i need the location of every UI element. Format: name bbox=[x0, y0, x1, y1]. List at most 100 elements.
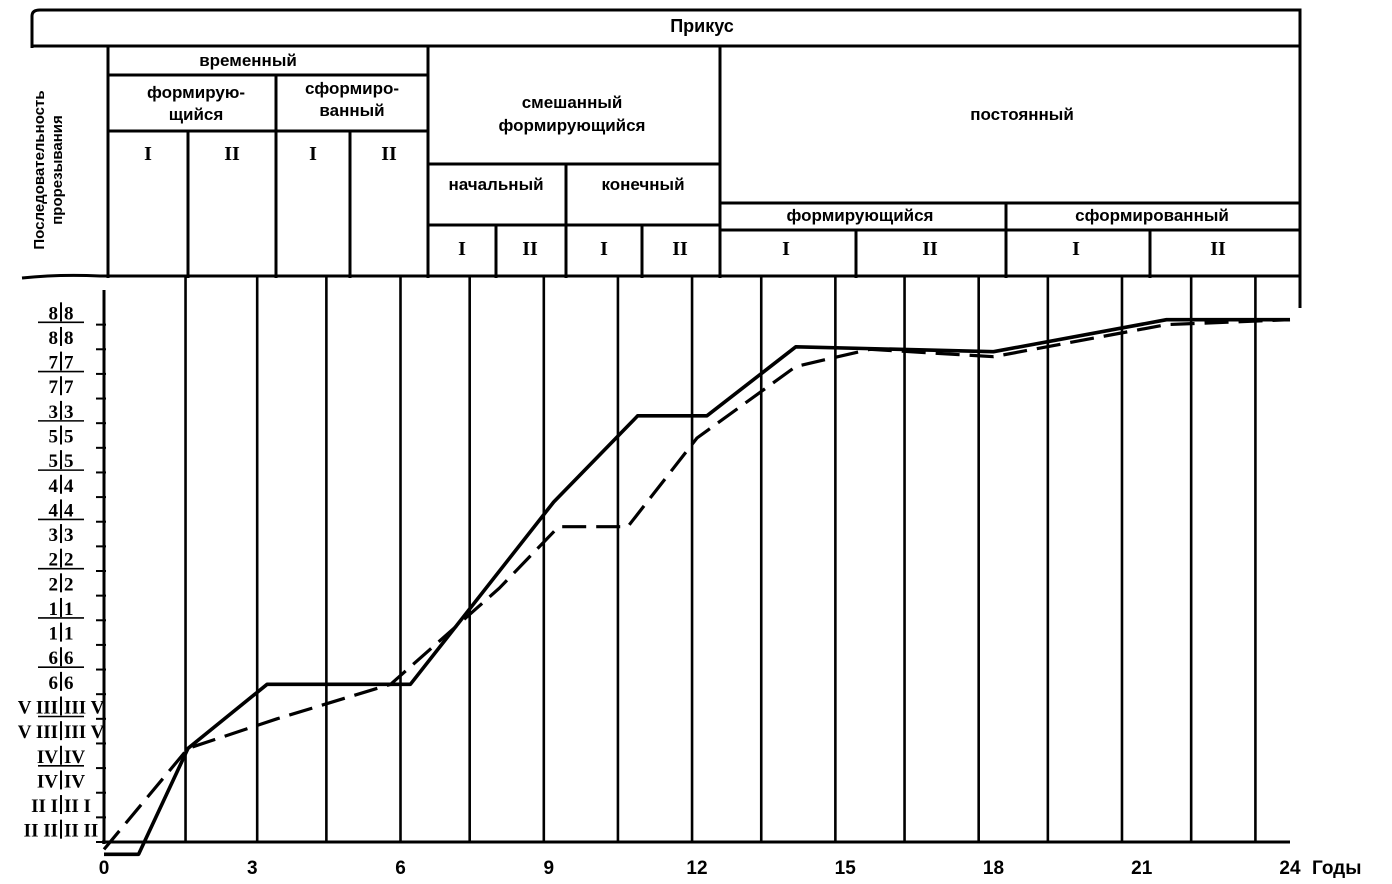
y-tick-label-left: 1 bbox=[49, 599, 59, 620]
x-tick-label: 15 bbox=[835, 858, 857, 879]
y-tick-label-right: 5 bbox=[64, 451, 74, 472]
y-tick-label-right: IV bbox=[64, 771, 85, 792]
series bbox=[102, 317, 1291, 857]
row-axis-label-line2: прорезывания bbox=[49, 115, 66, 225]
y-tick-label-left: 5 bbox=[49, 451, 59, 472]
y-tick-label-right: 3 bbox=[64, 402, 74, 423]
y-tick-label-right: 2 bbox=[64, 574, 74, 595]
mixed-final: конечный bbox=[601, 175, 684, 194]
row-axis-label-line1: Последовательность bbox=[31, 90, 48, 249]
row-axis-label: Последовательность прорезывания bbox=[31, 90, 66, 249]
temporary-sub-4: II bbox=[381, 143, 397, 165]
y-tick-label-right: 7 bbox=[64, 377, 74, 398]
mixed-sub-3: I bbox=[600, 238, 608, 260]
y-tick-label: IV IV bbox=[37, 770, 85, 792]
y-tick-label-right: IV bbox=[64, 747, 85, 768]
mixed-line2: формирующийся bbox=[499, 116, 646, 135]
permanent-formed: сформированный bbox=[1075, 206, 1229, 225]
y-tick-label-right: 8 bbox=[64, 303, 74, 324]
permanent-forming: формирующийся bbox=[787, 206, 934, 225]
y-tick-label-right: 7 bbox=[64, 353, 74, 374]
temporary-forming-line2: щийся bbox=[169, 105, 224, 124]
x-tick-label: 18 bbox=[983, 858, 1004, 879]
y-tick-label-left: 6 bbox=[49, 673, 59, 694]
y-tick-label-left: 8 bbox=[49, 303, 59, 324]
permanent-sub-1: I bbox=[782, 238, 790, 260]
x-tick-label: 9 bbox=[543, 858, 554, 879]
y-tick-label-right: II II bbox=[64, 821, 98, 842]
y-tick-label-left: II II bbox=[24, 821, 58, 842]
y-tick-label-right: 6 bbox=[64, 648, 74, 669]
y-tick-label: II II II II bbox=[24, 819, 98, 842]
y-tick-label: V III III V bbox=[18, 721, 105, 743]
x-tick-label: 6 bbox=[395, 858, 406, 879]
y-tick-label-left: 4 bbox=[49, 476, 59, 497]
y-tick-label-left: 5 bbox=[49, 427, 59, 448]
y-tick-label-left: 3 bbox=[49, 402, 59, 423]
y-tick-label-left: 1 bbox=[49, 624, 59, 645]
permanent-sub-3: I bbox=[1072, 238, 1080, 260]
y-tick-label: II I II I bbox=[31, 795, 91, 817]
y-tick-label-left: V III bbox=[18, 698, 58, 719]
permanent-sub-2: II bbox=[922, 238, 938, 260]
header-title: Прикус bbox=[670, 16, 734, 36]
y-tick-label-left: 4 bbox=[49, 500, 59, 521]
x-tick-label: 0 bbox=[99, 858, 110, 879]
x-tick-label: 3 bbox=[247, 858, 258, 879]
y-tick-label-left: 2 bbox=[49, 550, 59, 571]
x-tick-labels: 0 3 6 9 12 15 18 21 24 bbox=[99, 858, 1301, 879]
y-tick-label-right: 2 bbox=[64, 550, 74, 571]
y-tick-label-right: 4 bbox=[64, 500, 74, 521]
temporary-sub-2: II bbox=[224, 143, 240, 165]
series-line-solid bbox=[104, 317, 1290, 857]
permanent-label: постоянный bbox=[970, 105, 1074, 124]
x-tick-label: 21 bbox=[1131, 858, 1153, 879]
mixed-sub-2: II bbox=[522, 238, 538, 260]
temporary-label: временный bbox=[199, 51, 297, 70]
y-tick-label-left: II I bbox=[31, 796, 58, 817]
x-tick-label: 24 bbox=[1279, 858, 1301, 879]
y-tick-label-right: 8 bbox=[64, 328, 74, 349]
mixed-sub-1: I bbox=[458, 238, 466, 260]
y-tick-label-left: 2 bbox=[49, 574, 59, 595]
y-tick-label-left: 7 bbox=[49, 353, 59, 374]
y-tick-label-right: III V bbox=[64, 698, 105, 719]
temporary-formed-line2: ванный bbox=[319, 101, 384, 120]
y-tick-label: IV IV bbox=[37, 745, 85, 768]
temporary-formed-line1: сформиро- bbox=[305, 79, 399, 98]
y-tick-label-right: 1 bbox=[64, 599, 74, 620]
grid bbox=[184, 276, 1257, 842]
y-tick-label-left: 3 bbox=[49, 525, 59, 546]
y-tick-label-left: IV bbox=[37, 771, 58, 792]
y-tick-label-right: III V bbox=[64, 722, 105, 743]
series-line-dashed bbox=[102, 318, 1291, 851]
y-tick-label-right: 6 bbox=[64, 673, 74, 694]
permanent-sub-4: II bbox=[1210, 238, 1226, 260]
mixed-initial: начальный bbox=[448, 175, 543, 194]
axes bbox=[96, 290, 1290, 844]
y-tick-label-right: 1 bbox=[64, 624, 74, 645]
header-table bbox=[21, 8, 1302, 308]
temporary-sub-1: I bbox=[144, 143, 152, 165]
temporary-forming-line1: формирую- bbox=[147, 83, 245, 102]
x-tick-label: 12 bbox=[686, 858, 707, 879]
y-tick-label-left: 6 bbox=[49, 648, 59, 669]
y-tick-label: V III III V bbox=[18, 696, 105, 719]
y-tick-label-right: II I bbox=[64, 796, 91, 817]
